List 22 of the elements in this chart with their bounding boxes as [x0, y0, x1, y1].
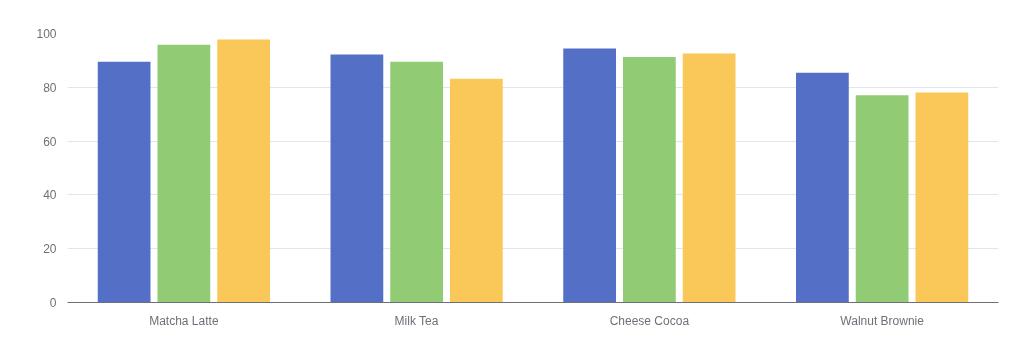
y-tick-label: 0	[49, 296, 57, 310]
y-tick-label: 20	[43, 242, 57, 257]
bar	[217, 39, 270, 303]
y-tick-label: 80	[43, 80, 57, 95]
bar	[915, 92, 969, 303]
bar	[563, 48, 617, 303]
bar	[796, 72, 849, 303]
x-tick-label: Milk Tea	[394, 313, 439, 328]
x-tick-label: Matcha Latte	[149, 313, 219, 328]
x-tick-label: Walnut Brownie	[840, 313, 925, 328]
bar	[97, 61, 151, 303]
bar	[330, 54, 384, 303]
x-tick-label: Cheese Cocoa	[609, 313, 690, 328]
y-tick-label: 60	[43, 134, 57, 149]
bar	[390, 61, 443, 303]
bar	[623, 56, 676, 303]
bar	[855, 95, 909, 303]
bar	[449, 78, 503, 303]
y-tick-label: 40	[43, 188, 57, 203]
bar	[682, 53, 736, 303]
bar	[157, 44, 211, 303]
y-tick-label: 100	[36, 27, 57, 41]
